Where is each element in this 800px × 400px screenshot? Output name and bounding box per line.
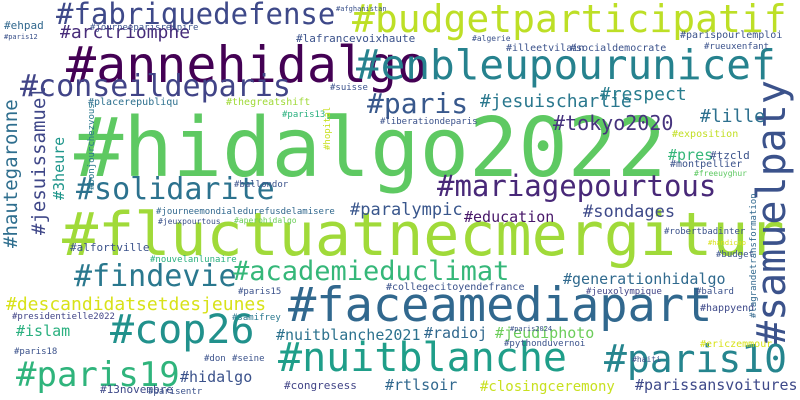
word-seine: #seine (232, 354, 265, 364)
word-arctriomphe: #arctriomphe (60, 22, 191, 43)
word-bonjourchezvous: #bonjourchezvous (87, 103, 97, 190)
word-liberationdeparis: #liberationdeparis (380, 117, 478, 127)
word-nuitblanche2021: #nuitblanche2021 (276, 326, 421, 344)
word-radioj: #radioj (424, 324, 488, 342)
word-collegecitoyendefrance: #collegecitoyendefrance (386, 282, 525, 293)
word-generationhidalgo: #generationhidalgo (563, 270, 726, 288)
word-paris13: #paris13 (282, 110, 326, 120)
word-fabriquedefense: #fabriquedefense (56, 0, 336, 31)
word-jeudiphoto: #jeudiphoto (495, 324, 595, 342)
word-paris2024: #paris2024 (510, 325, 553, 333)
word-closingceremony: #closingceremony (480, 379, 615, 395)
word-socialdemocrate: #socialdemocrate (570, 43, 667, 54)
word-faceamediapart: #faceamediapart (288, 278, 713, 333)
word-nuitblanche: #nuitblanche (278, 335, 567, 381)
word-placerepubliqu: #placerepubliqu (88, 97, 179, 108)
word-balard: #balard (696, 287, 734, 297)
word-don: #don (204, 354, 226, 364)
word-rtlsoir: #rtlsoir (385, 376, 458, 394)
word-paris15: #paris15 (238, 287, 282, 297)
word-exposition: #exposition (672, 129, 739, 140)
word-suisse: #suisse (330, 83, 368, 93)
word-montpellier: #montpellier (670, 159, 743, 170)
word-paris18: #paris18 (14, 347, 58, 357)
word-pres: #pres (668, 146, 714, 164)
word-respect: #respect (600, 84, 687, 105)
word-jesuissamuel: #jesuissamuel (28, 86, 50, 235)
word-sondages: #sondages (583, 202, 676, 222)
word-illeetvilain: #illeetvilain (506, 43, 585, 54)
word-hautegaronne: #hautegaronne (0, 99, 22, 248)
word-rueuxenfant: #rueuxenfant (704, 42, 770, 52)
word-paralympic: #paralympic (350, 200, 463, 220)
word-jeuxolympique: #jeuxolympique (586, 287, 662, 297)
word-13novembre: #13novembre (100, 383, 173, 396)
word-hidalgo: #hidalgo (180, 368, 253, 386)
word-handicap: #handicap (708, 239, 746, 247)
word-annehidalgo: #annehidalgo (66, 36, 428, 94)
word-robertbadinter: #robertbadinter (664, 227, 746, 237)
word-budgetparticipatif: #budgetparticipatif (352, 0, 787, 41)
word-nouvelanlunaire: #nouvelanlunaire (150, 255, 237, 265)
word-lille: #lille (700, 106, 766, 127)
word-jesuischarlie: #jesuischarlie (480, 91, 632, 112)
word-journeeparisrespire: #journeeparisrespire (90, 23, 199, 33)
word-hidalgo2022: #hidalgo2022 (74, 101, 667, 196)
word-3heure: #3heure (50, 136, 68, 200)
word-alfortville: #alfortville (70, 241, 150, 254)
word-afghanistan: #afghanistan (336, 5, 387, 13)
word-hopital: #hopital (323, 106, 333, 150)
word-paris10: #paris10 (604, 337, 788, 381)
word-presidentielle2022: #presidentielle2022 (12, 312, 115, 322)
word-happyend: #happyend (700, 303, 755, 314)
word-islam: #islam (16, 322, 71, 340)
word-paris19: #paris19 (16, 355, 180, 395)
word-parispourlemploi: #parispourlemploi (680, 30, 783, 41)
word-findevie: #findevie (74, 259, 237, 294)
word-aperohidalgo: #aperohidalgo (234, 216, 297, 225)
word-education: #education (464, 208, 555, 226)
word-enbleupourunicef: #enbleupourunicef (356, 41, 776, 89)
word-mariagepourtous: #mariagepourtous (437, 169, 717, 203)
word-lafrancevoixhaute: #lafrancevoixhaute (296, 32, 416, 45)
word-tokyo2020: #tokyo2020 (553, 111, 674, 135)
word-academieduclimat: #academieduclimat (233, 256, 510, 287)
word-jeuxpourtous: #jeuxpourtous (158, 217, 221, 226)
word-journeemondialedurefusdelamisere: #journeemondialedurefusdelamisere (156, 207, 335, 217)
word-parissansvoitures: #parissansvoitures (635, 376, 798, 394)
word-haiti: #haiti (632, 355, 661, 364)
word-thegreatshift: #thegreatshift (226, 97, 311, 108)
word-ehpad: #ehpad (4, 19, 44, 32)
word-congresess: #congresess (284, 379, 357, 392)
word-pythonduvernoi: #pythonduvernoi (504, 339, 586, 349)
word-parisentr: #parisentr (148, 387, 203, 397)
word-paris: #paris (367, 87, 469, 120)
word-budget: #budget (716, 250, 754, 260)
word-ballondor: #ballondor (234, 180, 289, 190)
word-freeuyghur: #freeuyghur (694, 169, 747, 178)
word-paris12: #paris12 (4, 33, 38, 41)
word-algerie: #algerie (472, 34, 511, 43)
word-fluctuatnecmergitur: #fluctuatnecmergitur (62, 200, 785, 270)
word-tzcld: #tzcld (710, 149, 750, 162)
word-ericzemmour: #ericzemmour (700, 339, 773, 350)
word-conseildeparis: #conseildeparis (20, 69, 291, 104)
word-descandidatsetdesjeunes: #descandidatsetdesjeunes (6, 294, 267, 315)
word-samifrey: #samifrey (232, 313, 281, 323)
word-cop26: #cop26 (110, 307, 255, 353)
word-solidarite: #solidarite (76, 172, 275, 207)
